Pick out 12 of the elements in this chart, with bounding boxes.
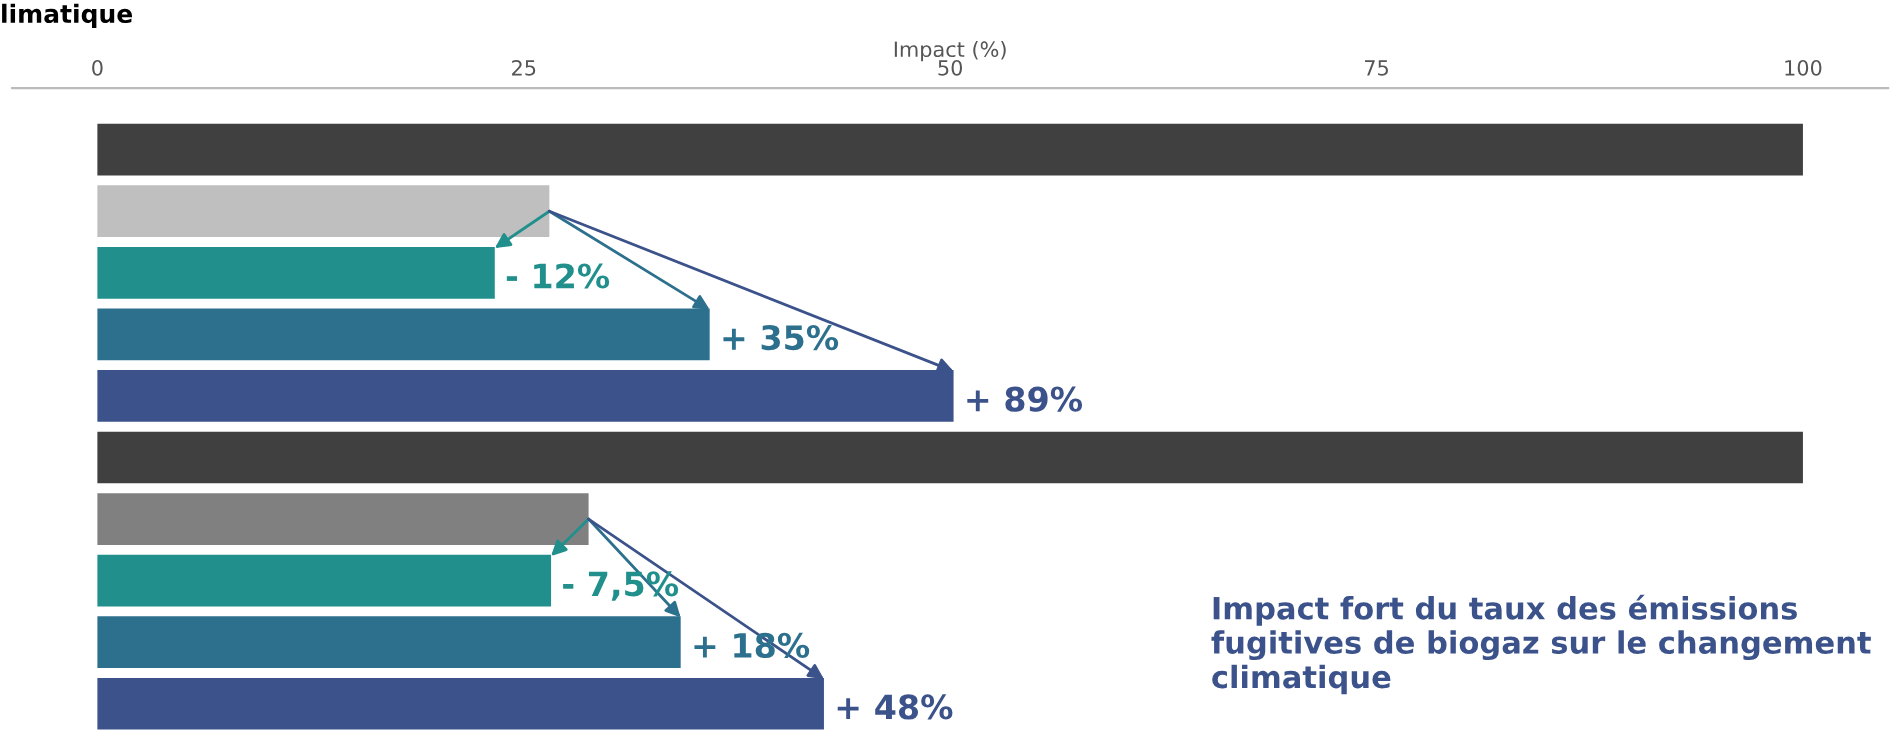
annotation: - 12% (506, 263, 610, 289)
x-tick-label: 0 (92, 59, 103, 76)
x-tick-label: 50 (938, 59, 963, 76)
annotation: + 35% (723, 324, 839, 351)
annotation: + 48% (837, 694, 953, 720)
annotation: Impact fort du taux des émissions fugitives de biogaz sur le changement climatique (1211, 594, 1871, 695)
x-tick-label: 25 (512, 59, 536, 76)
chart-title: limatique (2, 3, 133, 28)
annotation: + 89% (967, 386, 1083, 412)
x-tick-label: 100 (1785, 59, 1822, 76)
x-tick-label: 75 (1365, 60, 1388, 76)
x-axis-title: Impact (%) (894, 41, 1006, 62)
